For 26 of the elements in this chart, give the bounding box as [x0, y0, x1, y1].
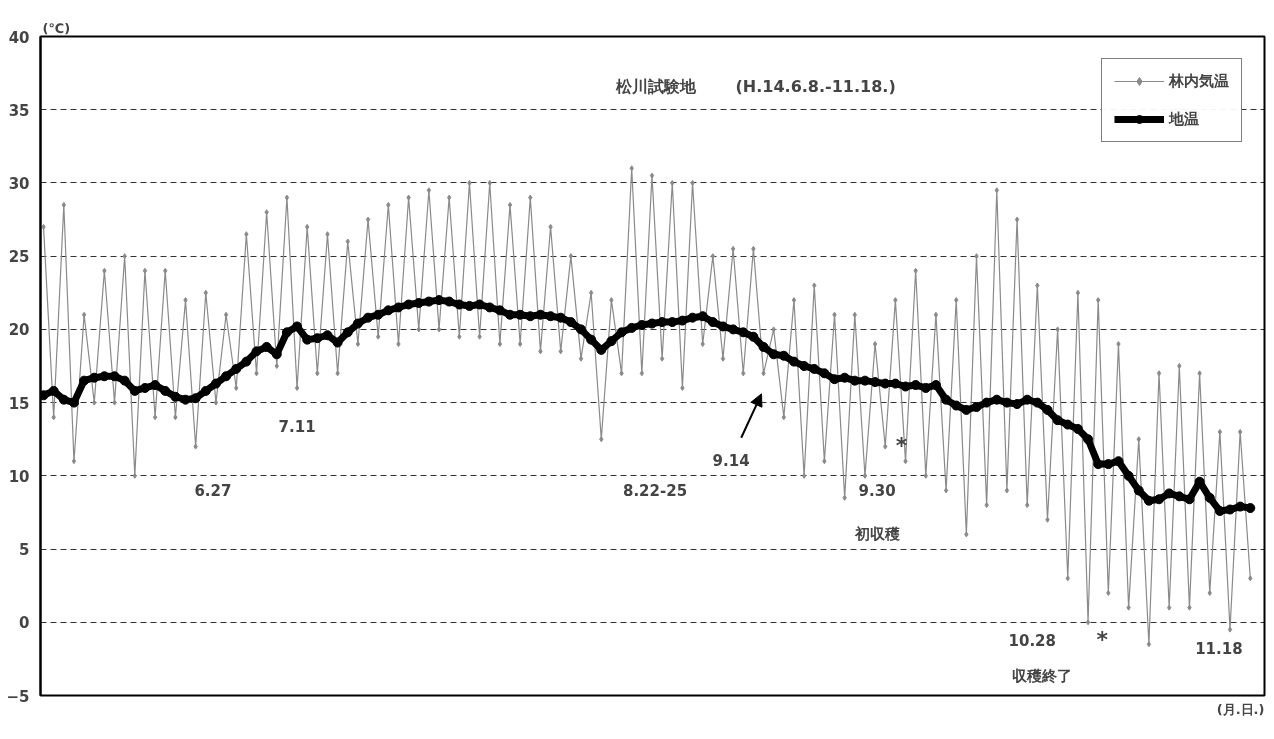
annotation: 7.11	[278, 417, 316, 436]
y-tick-label: 40	[8, 28, 30, 47]
y-tick-label: 35	[8, 101, 30, 120]
y-axis-title: (℃)	[42, 20, 71, 36]
annotation: 11.18	[1195, 640, 1243, 659]
text: (H.14.6.8.-11.18.)	[735, 76, 896, 96]
y-tick-label: 15	[8, 394, 30, 413]
y-tick-label: 30	[8, 174, 30, 193]
annotation: 8.22-25	[622, 482, 688, 501]
y-tick-label: 5	[19, 541, 30, 560]
y-tick-label: −5	[6, 687, 30, 706]
annotation: *	[1096, 626, 1109, 652]
annotation: 初収穫	[853, 525, 900, 544]
y-tick-label: 10	[8, 467, 30, 486]
y-tick-label: 0	[19, 614, 30, 633]
annotation: 6.27	[194, 482, 232, 501]
text: 松川試験地	[614, 76, 697, 96]
legend-label: 地温	[1169, 109, 1199, 129]
annotation: 9.30	[858, 482, 896, 501]
annotation: 収穫終了	[1012, 667, 1073, 686]
x-axis-title: (月.日.)	[1216, 701, 1265, 717]
y-tick-label: 25	[8, 248, 30, 267]
annotation: 10.28	[1008, 631, 1056, 650]
legend-label: 林内気温	[1169, 71, 1229, 91]
y-tick-label: 20	[8, 321, 30, 340]
annotation: 9.14	[712, 451, 750, 470]
